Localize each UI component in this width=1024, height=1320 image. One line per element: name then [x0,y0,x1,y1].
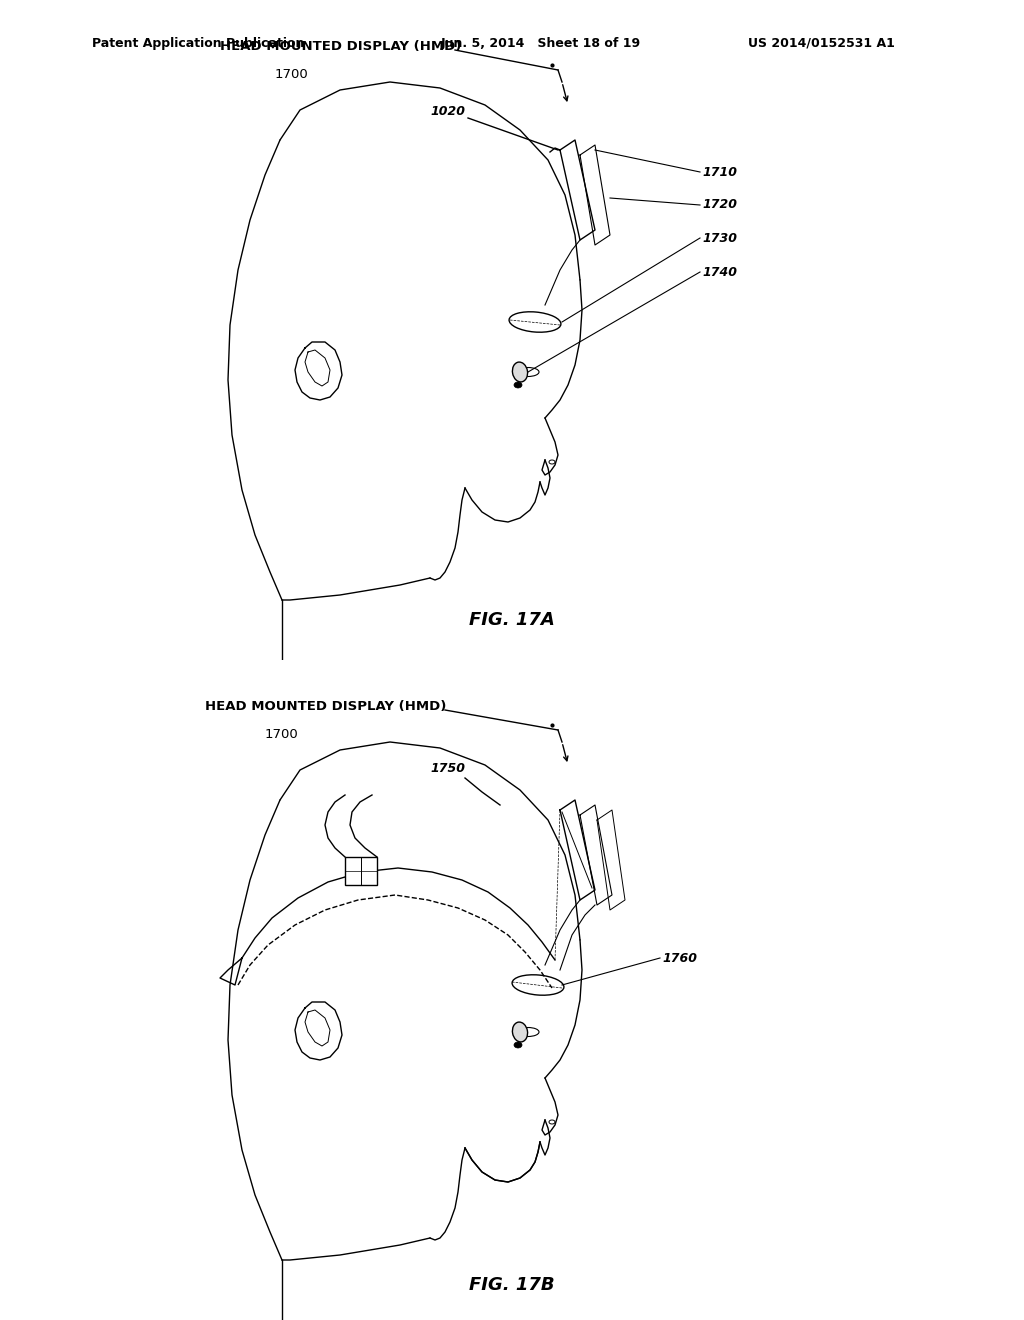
Ellipse shape [514,1041,522,1048]
Text: 1720: 1720 [702,198,737,211]
Text: 1710: 1710 [702,165,737,178]
Text: 1750: 1750 [430,762,465,775]
Text: FIG. 17A: FIG. 17A [469,611,555,630]
Text: 1730: 1730 [702,231,737,244]
Text: Patent Application Publication: Patent Application Publication [92,37,304,50]
Ellipse shape [512,1022,527,1041]
Bar [345,857,377,884]
Text: Jun. 5, 2014   Sheet 18 of 19: Jun. 5, 2014 Sheet 18 of 19 [440,37,640,50]
Text: US 2014/0152531 A1: US 2014/0152531 A1 [748,37,894,50]
Polygon shape [597,810,625,909]
Text: HEAD MOUNTED DISPLAY (HMD): HEAD MOUNTED DISPLAY (HMD) [220,40,462,53]
Text: 1020: 1020 [430,106,465,117]
Ellipse shape [512,362,527,381]
Text: HEAD MOUNTED DISPLAY (HMD): HEAD MOUNTED DISPLAY (HMD) [205,700,446,713]
Text: 1760: 1760 [662,952,697,965]
Polygon shape [560,800,595,900]
Text: 1700: 1700 [265,729,299,741]
Ellipse shape [514,381,522,388]
Polygon shape [580,805,612,906]
Polygon shape [580,145,610,246]
Text: 1740: 1740 [702,265,737,279]
Text: FIG. 17B: FIG. 17B [469,1276,555,1294]
Text: 1700: 1700 [275,69,309,81]
Polygon shape [560,140,595,240]
